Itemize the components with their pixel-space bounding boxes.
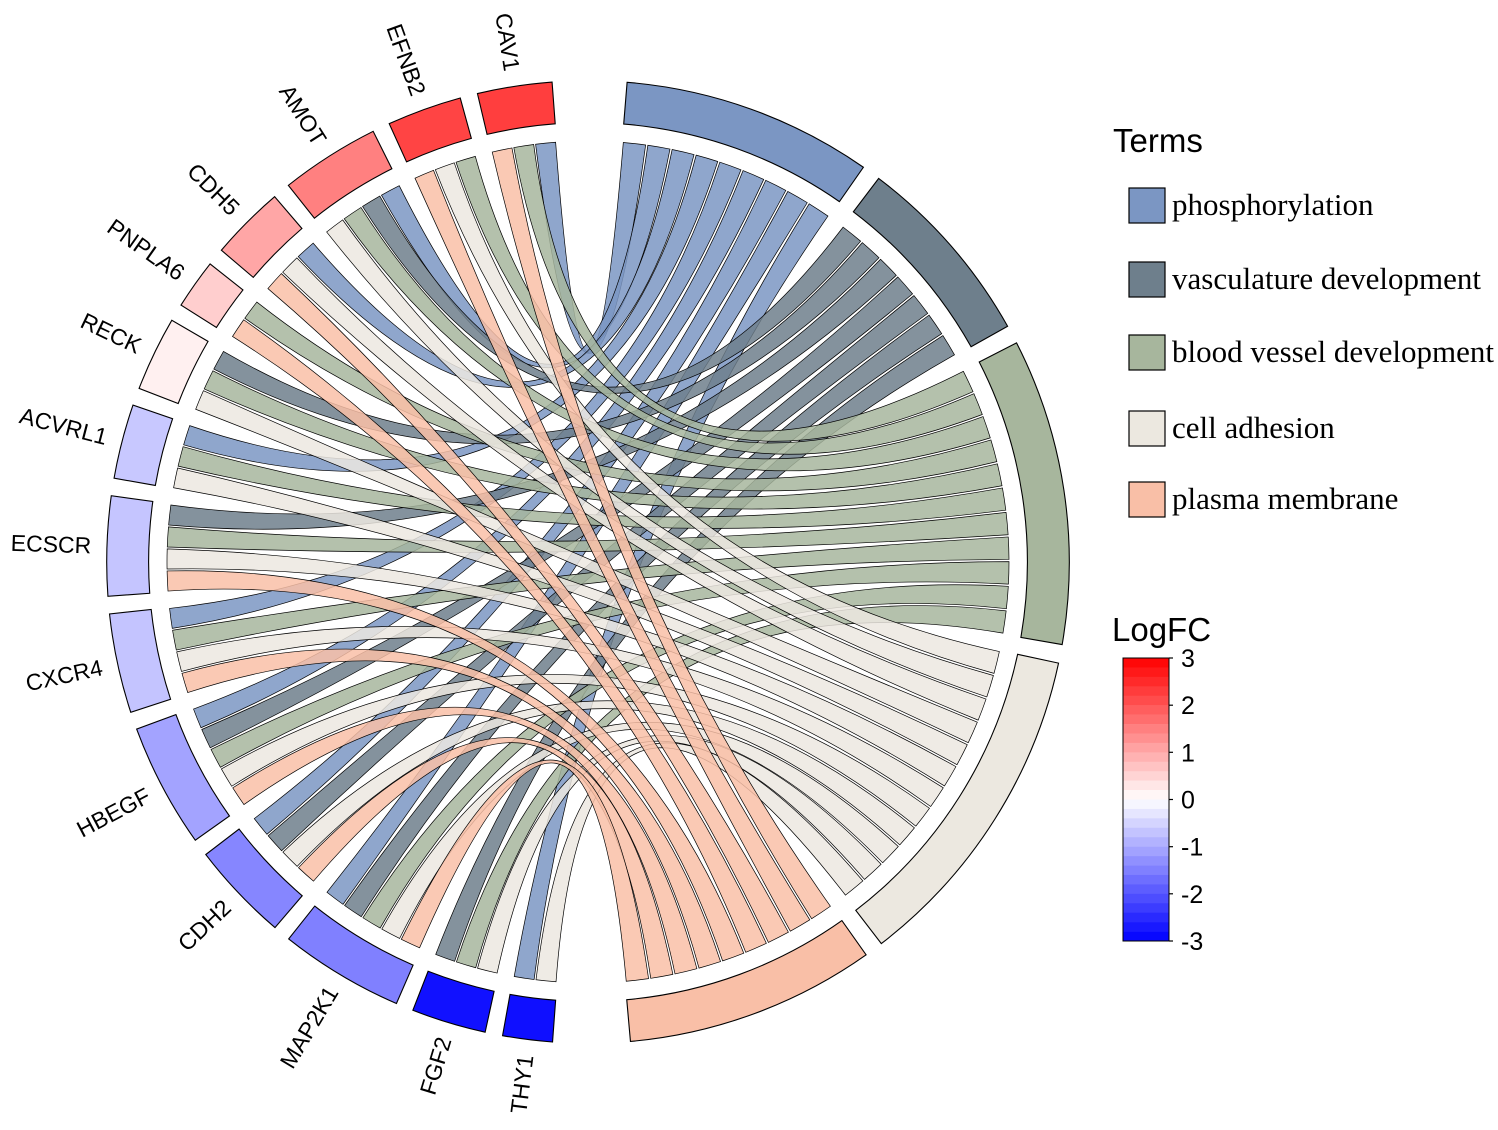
svg-text:0: 0 (1181, 787, 1195, 815)
svg-text:3: 3 (1181, 645, 1195, 673)
svg-text:Terms: Terms (1113, 122, 1203, 159)
svg-text:ECSCR: ECSCR (10, 530, 91, 559)
svg-text:phosphorylation: phosphorylation (1172, 187, 1374, 222)
svg-text:-2: -2 (1181, 881, 1203, 909)
svg-text:plasma membrane: plasma membrane (1172, 481, 1398, 516)
svg-text:1: 1 (1181, 739, 1195, 767)
svg-text:LogFC: LogFC (1112, 611, 1211, 648)
svg-text:-1: -1 (1181, 834, 1203, 862)
svg-text:cell adhesion: cell adhesion (1172, 410, 1335, 445)
svg-text:vasculature development: vasculature development (1172, 261, 1481, 296)
svg-text:2: 2 (1181, 692, 1195, 720)
svg-text:-3: -3 (1181, 928, 1203, 956)
svg-text:blood vessel development: blood vessel development (1172, 334, 1494, 369)
